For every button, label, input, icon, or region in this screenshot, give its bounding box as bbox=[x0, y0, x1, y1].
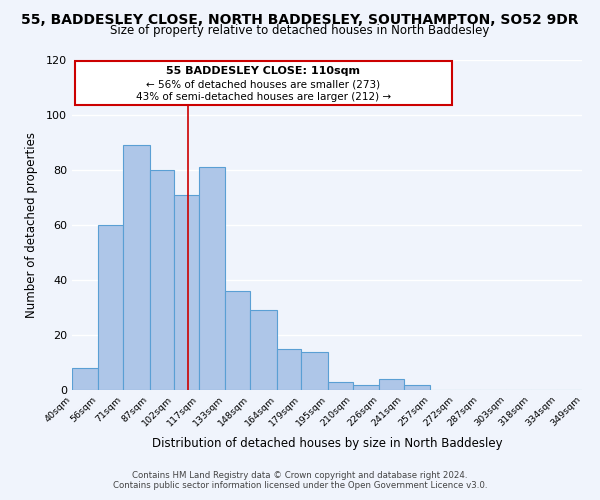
Bar bbox=[301, 352, 328, 390]
Text: ← 56% of detached houses are smaller (273): ← 56% of detached houses are smaller (27… bbox=[146, 79, 380, 89]
Bar bbox=[250, 310, 277, 390]
Bar bbox=[353, 384, 379, 390]
Bar bbox=[379, 379, 404, 390]
Text: 55 BADDESLEY CLOSE: 110sqm: 55 BADDESLEY CLOSE: 110sqm bbox=[166, 66, 361, 76]
Bar bbox=[72, 368, 98, 390]
Bar bbox=[98, 225, 123, 390]
Bar bbox=[199, 167, 226, 390]
Bar bbox=[226, 291, 250, 390]
Bar bbox=[277, 349, 301, 390]
Y-axis label: Number of detached properties: Number of detached properties bbox=[25, 132, 38, 318]
Bar bbox=[149, 170, 175, 390]
Bar bbox=[175, 194, 199, 390]
Text: Size of property relative to detached houses in North Baddesley: Size of property relative to detached ho… bbox=[110, 24, 490, 37]
Bar bbox=[404, 384, 430, 390]
X-axis label: Distribution of detached houses by size in North Baddesley: Distribution of detached houses by size … bbox=[152, 437, 502, 450]
Text: Contains public sector information licensed under the Open Government Licence v3: Contains public sector information licen… bbox=[113, 481, 487, 490]
Text: Contains HM Land Registry data © Crown copyright and database right 2024.: Contains HM Land Registry data © Crown c… bbox=[132, 471, 468, 480]
FancyBboxPatch shape bbox=[76, 62, 452, 106]
Bar bbox=[328, 382, 353, 390]
Text: 55, BADDESLEY CLOSE, NORTH BADDESLEY, SOUTHAMPTON, SO52 9DR: 55, BADDESLEY CLOSE, NORTH BADDESLEY, SO… bbox=[21, 12, 579, 26]
Text: 43% of semi-detached houses are larger (212) →: 43% of semi-detached houses are larger (… bbox=[136, 92, 391, 102]
Bar bbox=[123, 145, 149, 390]
